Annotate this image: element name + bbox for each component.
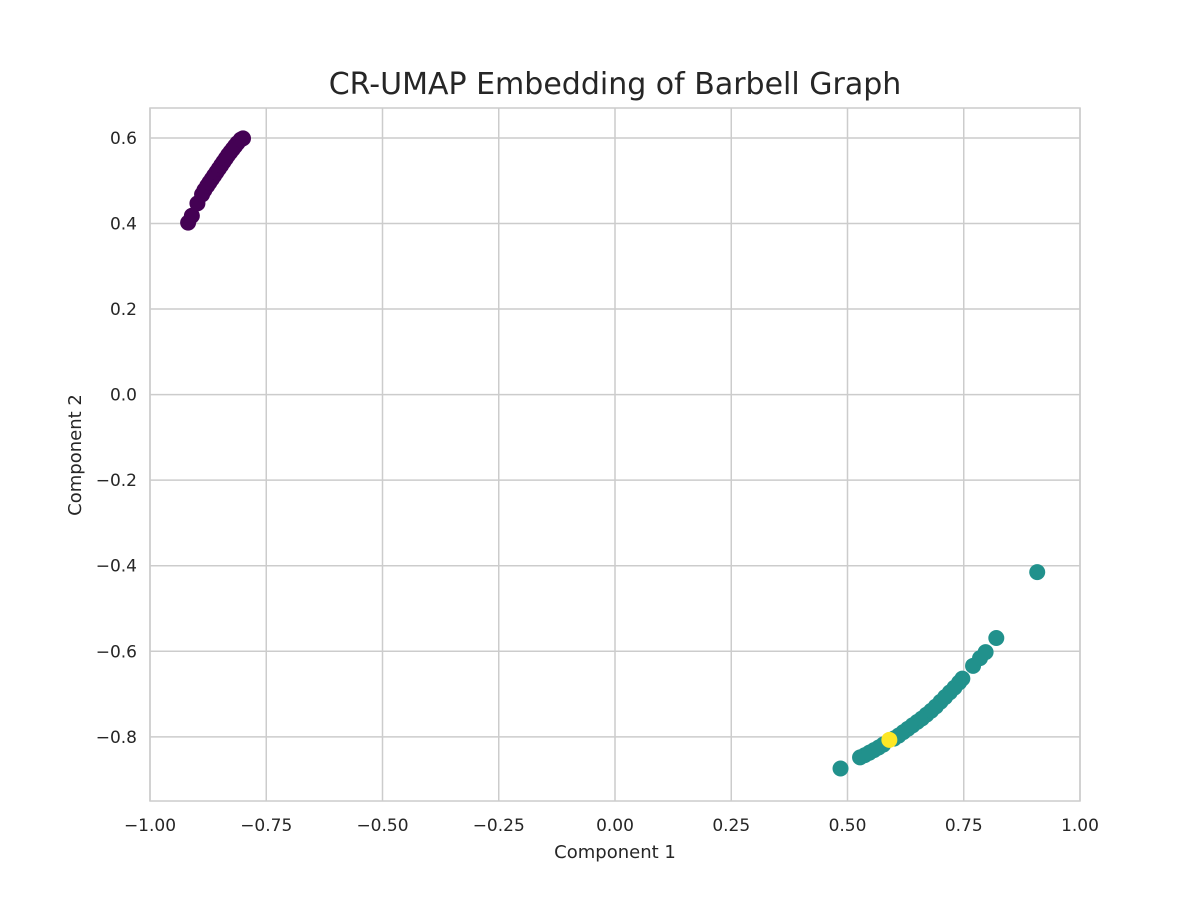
y-tick-label: −0.8 <box>96 728 137 748</box>
x-tick-label: −0.50 <box>356 816 408 836</box>
y-tick-label: 0.2 <box>110 300 137 320</box>
x-tick-label: −0.75 <box>240 816 292 836</box>
y-tick-label: 0.6 <box>110 129 137 149</box>
y-tick-label: −0.2 <box>96 471 137 491</box>
x-tick-label: 0.25 <box>712 816 750 836</box>
scatter-point-group-2 <box>977 644 994 661</box>
y-tick-label: 0.0 <box>110 386 137 406</box>
x-tick-label: −0.25 <box>473 816 525 836</box>
data-points <box>180 130 1046 777</box>
x-tick-label: 0.50 <box>829 816 867 836</box>
x-tick-label: 0.75 <box>945 816 983 836</box>
scatter-point-group-1 <box>183 207 200 224</box>
scatter-point-group-2 <box>988 630 1005 647</box>
plot-frame <box>149 107 1081 802</box>
scatter-point-group-2 <box>832 760 849 777</box>
grid-lines <box>149 108 1081 801</box>
x-tick-label: −1.00 <box>124 816 176 836</box>
scatter-point-group-2 <box>1029 564 1046 581</box>
y-tick-labels: −0.8 −0.6 −0.4 −0.2 0.0 0.2 0.4 0.6 <box>96 129 137 748</box>
x-axis-label: Component 1 <box>554 842 676 863</box>
x-tick-labels: −1.00 −0.75 −0.50 −0.25 0.00 0.25 0.50 0.75 1.00 <box>124 816 1099 836</box>
x-tick-label: 1.00 <box>1061 816 1099 836</box>
chart-title: CR-UMAP Embedding of Barbell Graph <box>329 67 902 102</box>
y-axis-label: Component 2 <box>65 394 86 516</box>
scatter-point-group-1 <box>235 130 251 147</box>
y-tick-label: 0.4 <box>110 215 137 235</box>
y-tick-label: −0.4 <box>96 557 137 577</box>
x-tick-label: 0.00 <box>596 816 634 836</box>
y-tick-label: −0.6 <box>96 642 137 662</box>
scatter-point-group-3 <box>881 731 898 748</box>
scatter-point-group-2 <box>954 670 971 687</box>
